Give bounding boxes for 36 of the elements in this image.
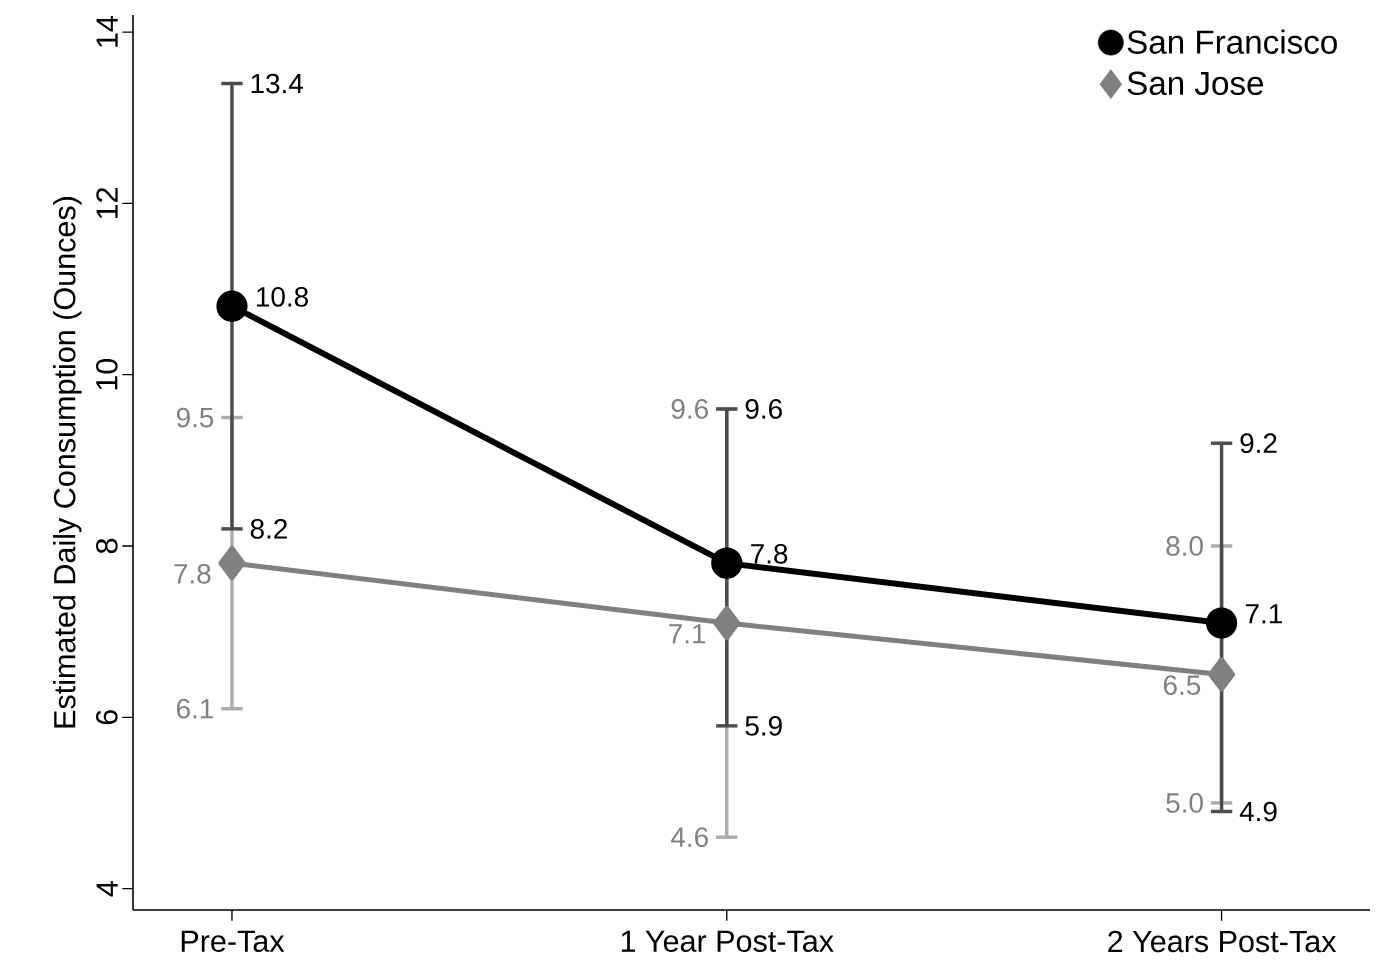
legend-label: San Jose bbox=[1127, 71, 1264, 96]
point bbox=[713, 605, 741, 641]
y-axis-title: Estimated Daily Consumption (Ounces) bbox=[53, 197, 82, 728]
y-tick-label: 6 bbox=[96, 710, 118, 725]
y-tick-label: 4 bbox=[96, 880, 118, 897]
point bbox=[216, 290, 248, 322]
x-tick-label: 2 Years Post-Tax bbox=[1108, 930, 1337, 953]
point bbox=[218, 545, 246, 581]
data-label: 10.8 bbox=[257, 286, 308, 307]
annotation: 5.0 bbox=[1166, 793, 1203, 813]
legend-label: San Francisco bbox=[1127, 29, 1337, 54]
point bbox=[1208, 657, 1236, 692]
annotation: 8.0 bbox=[1166, 536, 1203, 556]
annotation: 9.6 bbox=[745, 399, 782, 419]
data-label: 6.5 bbox=[1163, 675, 1201, 696]
data-label: 7.1 bbox=[1245, 604, 1282, 624]
annotation: 5.9 bbox=[745, 715, 782, 736]
annotation: 9.6 bbox=[671, 399, 708, 419]
y-tick-label: 8 bbox=[96, 538, 118, 554]
data-label: 7.1 bbox=[669, 624, 706, 644]
y-tick-label: 10 bbox=[96, 358, 118, 390]
y-tick-label: 12 bbox=[96, 187, 118, 219]
annotation: 4.9 bbox=[1239, 801, 1277, 822]
data-label: 7.8 bbox=[751, 543, 788, 564]
point bbox=[1205, 607, 1238, 639]
annotation: 6.1 bbox=[177, 698, 213, 719]
annotation: 8.2 bbox=[250, 518, 287, 539]
annotation: 9.5 bbox=[176, 407, 214, 428]
annotation: 9.2 bbox=[1240, 433, 1277, 454]
data-label: 7.8 bbox=[174, 563, 211, 584]
x-tick-label: 1 Year Post-Tax bbox=[621, 930, 834, 952]
annotation: 4.6 bbox=[671, 827, 708, 848]
point bbox=[711, 547, 743, 579]
x-tick-label: Pre-Tax bbox=[181, 930, 285, 952]
annotation: 13.4 bbox=[251, 73, 304, 94]
y-tick-label: 14 bbox=[96, 16, 118, 47]
